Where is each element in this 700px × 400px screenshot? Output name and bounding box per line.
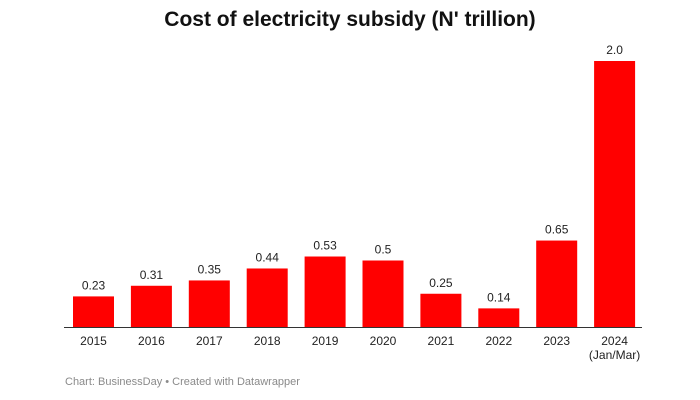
bar (594, 61, 636, 327)
bar (536, 240, 578, 327)
data-label: 0.65 (545, 223, 569, 237)
x-tick-label: 2019 (312, 334, 339, 348)
data-label: 0.44 (256, 250, 280, 264)
x-tick-label: 2021 (428, 334, 455, 348)
data-label: 0.35 (198, 262, 222, 276)
data-label: 0.31 (140, 268, 164, 282)
x-tick-label: 2015 (80, 334, 107, 348)
x-tick-label: 2016 (138, 334, 165, 348)
chart-footer: Chart: BusinessDay • Created with Datawr… (65, 376, 300, 388)
x-tick-sublabel: (Jan/Mar) (589, 348, 640, 362)
x-tick-label: 2024 (601, 334, 628, 348)
x-tick-label: 2023 (543, 334, 570, 348)
chart-title: Cost of electricity subsidy (N' trillion… (164, 8, 536, 31)
x-tick-label: 2022 (485, 334, 512, 348)
bar (478, 308, 520, 327)
bar (130, 285, 172, 327)
x-tick-label: 2018 (254, 334, 281, 348)
data-label: 0.53 (313, 239, 337, 253)
bar (304, 256, 346, 327)
bar (246, 268, 288, 327)
bar (420, 293, 462, 327)
bar (188, 280, 230, 327)
data-label: 0.25 (429, 276, 453, 290)
bar (362, 260, 404, 327)
data-label: 0.23 (82, 278, 106, 292)
bar (73, 296, 114, 327)
data-label: 0.5 (375, 243, 392, 257)
data-label: 0.14 (487, 290, 511, 304)
x-tick-label: 2020 (370, 334, 397, 348)
data-label: 2.0 (606, 43, 623, 57)
x-tick-label: 2017 (196, 334, 223, 348)
